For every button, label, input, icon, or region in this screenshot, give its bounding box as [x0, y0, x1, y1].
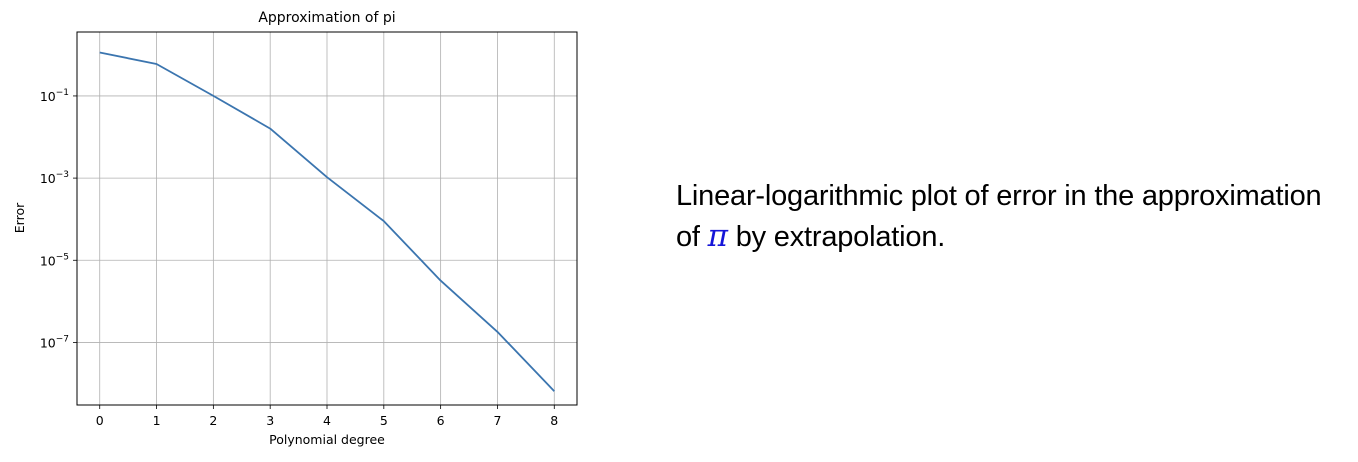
caption-line-2: of π by extrapolation. [676, 216, 1358, 257]
x-tick-label: 7 [493, 413, 501, 428]
x-tick-label: 6 [437, 413, 445, 428]
y-axis-label: Error [12, 202, 27, 233]
series-line [99, 51, 555, 392]
grid-lines [77, 32, 577, 405]
y-tick-label: 10−3 [40, 170, 69, 186]
x-tick-label: 8 [550, 413, 558, 428]
x-tick-label: 1 [153, 413, 161, 428]
x-tick-label: 4 [323, 413, 331, 428]
caption-line-2-suffix: by extrapolation. [727, 221, 946, 253]
y-tick-exponent: −3 [56, 170, 69, 180]
caption-line-1: Linear-logarithmic plot of error in the … [676, 180, 1322, 212]
x-tick-label: 3 [266, 413, 274, 428]
pi-symbol: π [707, 218, 728, 254]
chart-title: Approximation of pi [258, 10, 395, 26]
y-tick-exponent: −1 [56, 88, 69, 98]
y-tick-label: 10−5 [40, 252, 69, 268]
y-tick-base: 10 [40, 89, 56, 104]
x-tick-label: 5 [380, 413, 388, 428]
y-tick-base: 10 [40, 253, 56, 268]
y-tick-base: 10 [40, 335, 56, 350]
x-tick-label: 0 [96, 413, 104, 428]
series-layer [99, 51, 555, 392]
x-axis-label: Polynomial degree [269, 432, 385, 447]
y-tick-label: 10−7 [40, 334, 69, 350]
x-tick-label: 2 [209, 413, 217, 428]
y-axis-ticks: 10−110−310−510−7 [40, 88, 77, 350]
x-axis-ticks: 0 1 2 3 4 5 6 7 8 [96, 405, 558, 428]
caption-line-2-prefix: of [676, 221, 708, 253]
y-tick-label: 10−1 [40, 88, 69, 104]
y-tick-base: 10 [40, 171, 56, 186]
figure-caption: Linear-logarithmic plot of error in the … [676, 176, 1358, 257]
y-tick-exponent: −5 [56, 252, 69, 262]
y-tick-exponent: −7 [56, 334, 69, 344]
